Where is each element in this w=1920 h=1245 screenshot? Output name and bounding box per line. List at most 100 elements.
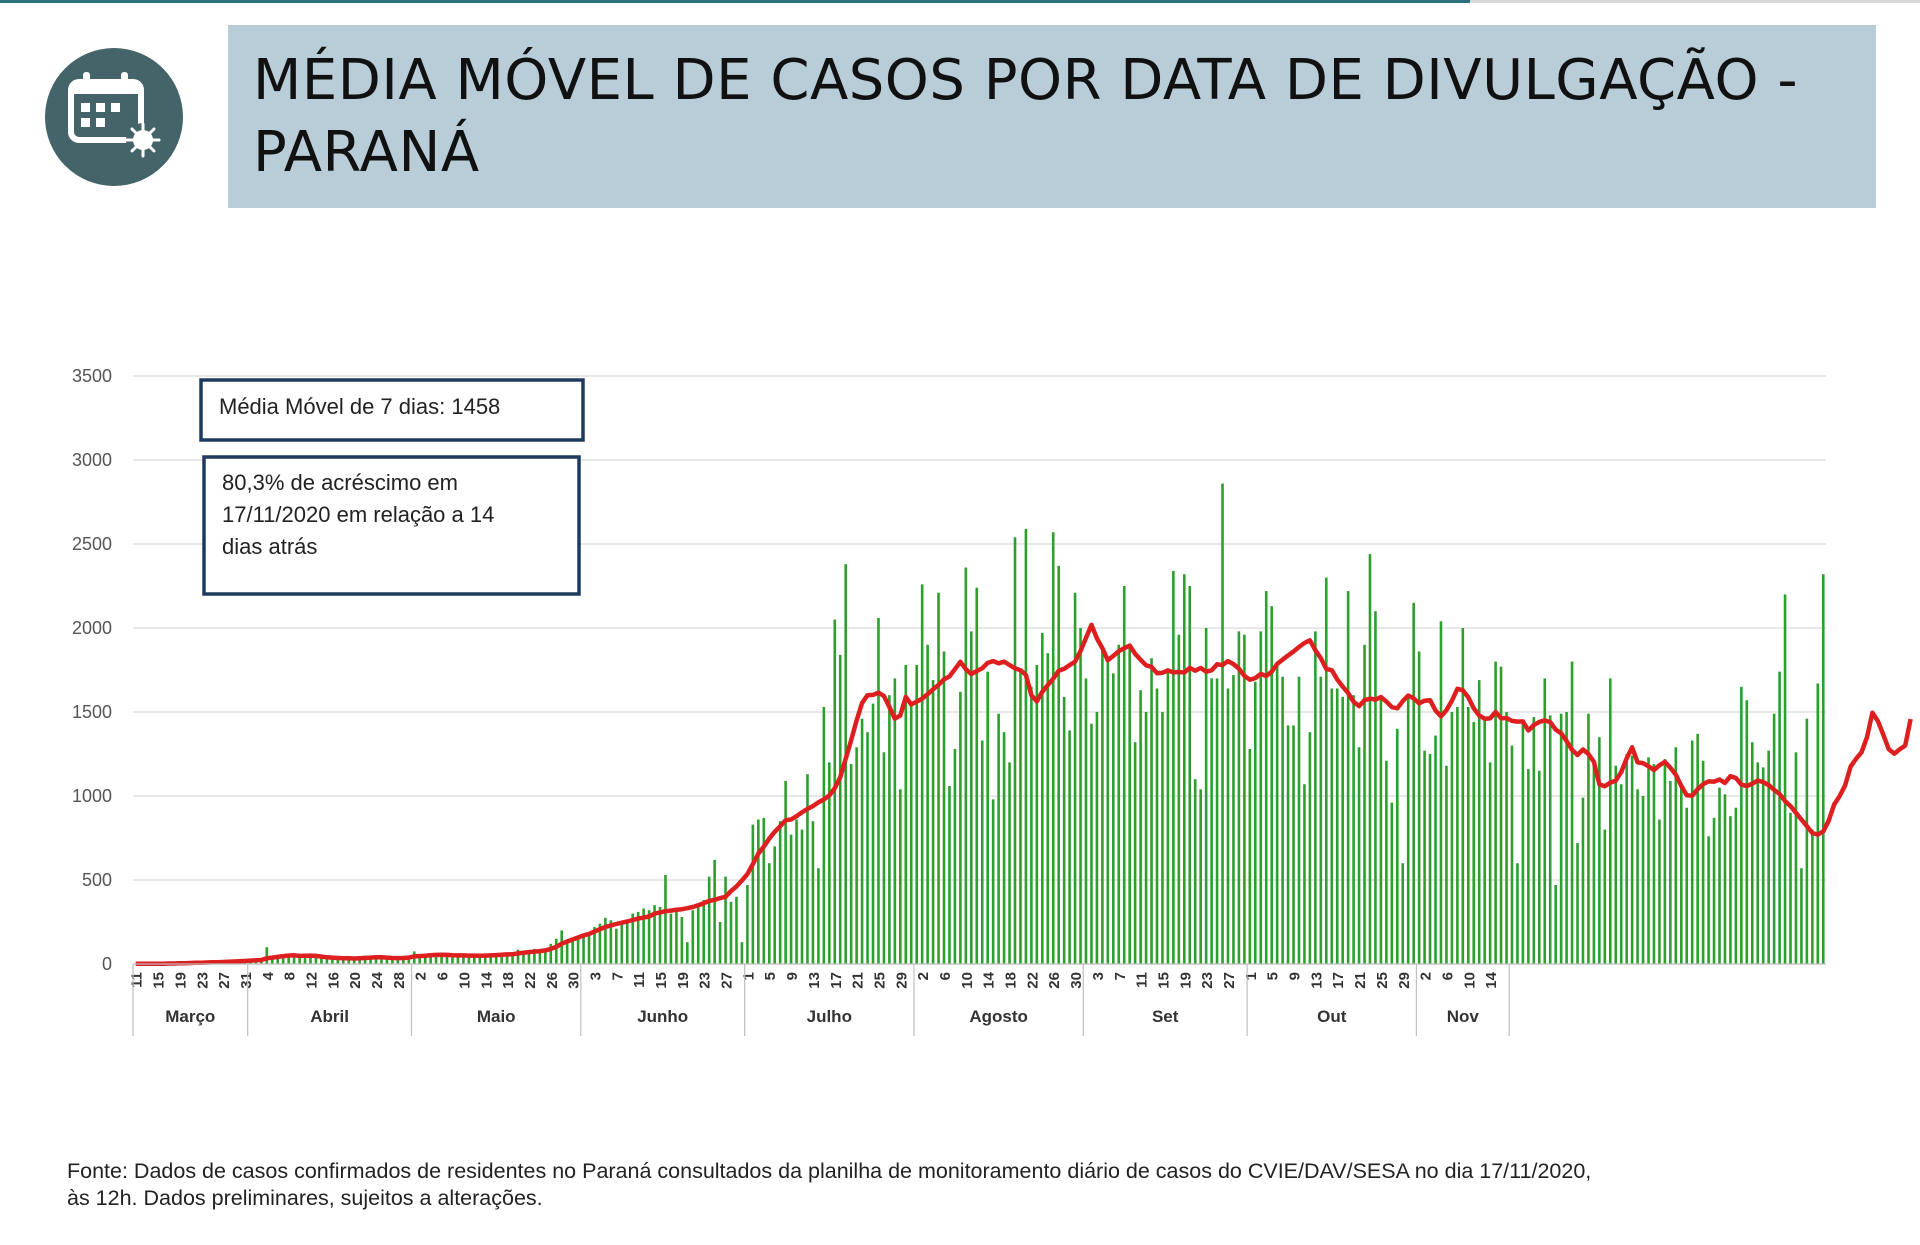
x-tick-label: 17	[828, 972, 845, 989]
x-tick-label: 15	[151, 972, 168, 989]
case-bar	[423, 954, 427, 964]
case-bar	[1679, 785, 1683, 964]
case-bar	[866, 732, 869, 964]
case-bar	[1095, 712, 1099, 964]
x-tick-label: 18	[1003, 972, 1020, 989]
case-bar	[1079, 628, 1082, 964]
case-bar	[1019, 668, 1022, 964]
case-bar	[1565, 712, 1568, 964]
case-bar	[494, 953, 498, 964]
bars-layer	[134, 483, 1825, 964]
case-bar	[1658, 819, 1661, 964]
case-bar	[1641, 796, 1645, 964]
case-bar	[959, 691, 962, 964]
case-bar	[609, 920, 613, 964]
case-bar	[1647, 757, 1650, 964]
case-bar	[1674, 747, 1678, 964]
case-bar	[1505, 712, 1508, 964]
case-bar	[658, 906, 662, 964]
case-bar	[434, 955, 438, 964]
case-bar	[1161, 712, 1164, 964]
case-bar	[303, 955, 307, 964]
case-bar	[1308, 732, 1312, 964]
case-bar	[1532, 717, 1536, 964]
case-bar	[642, 908, 645, 964]
month-label: Julho	[807, 1007, 852, 1026]
source-note-line-1: Fonte: Dados de casos confirmados de res…	[67, 1159, 1592, 1183]
moving-average-box	[199, 378, 585, 442]
case-bar	[1756, 762, 1760, 964]
case-bar	[1576, 843, 1579, 964]
case-bar	[1483, 720, 1486, 964]
case-bar	[1259, 631, 1263, 964]
x-tick-label: 15	[653, 972, 670, 989]
case-bar	[625, 920, 629, 964]
case-bar	[1789, 812, 1792, 964]
case-bar	[565, 942, 569, 964]
case-bar	[1346, 591, 1350, 964]
case-bar	[1434, 735, 1437, 964]
case-bar	[1445, 765, 1448, 964]
y-tick-label: 2000	[72, 618, 112, 638]
case-bar	[341, 959, 345, 964]
case-bar	[1800, 868, 1803, 964]
case-bar	[298, 955, 301, 964]
case-bar	[1406, 693, 1410, 964]
case-bar	[740, 942, 744, 964]
x-tick-label: 4	[260, 971, 277, 980]
case-bar	[920, 584, 924, 964]
x-tick-label: 17	[1330, 972, 1347, 989]
x-tick-label: 20	[347, 972, 364, 989]
case-bar	[1750, 742, 1754, 964]
case-bar	[915, 664, 918, 964]
x-tick-label: 25	[872, 972, 889, 989]
case-bar	[1510, 745, 1514, 964]
case-bar	[729, 901, 733, 964]
x-axis-layer: 11 15 19 23 27 31 4 8 12 16 20 24 28 2 6 10 14 18 22 26 30 3 7…	[129, 963, 1826, 1036]
case-bar	[1253, 681, 1257, 964]
case-bar	[1237, 631, 1241, 964]
x-tick-label: 23	[697, 972, 714, 989]
case-bar	[1144, 712, 1148, 964]
case-bar	[1745, 700, 1749, 964]
x-tick-label: 19	[172, 972, 189, 989]
case-bar	[1264, 591, 1268, 964]
case-bar	[1030, 686, 1033, 964]
x-tick-label: 23	[1199, 972, 1216, 989]
case-bar	[1199, 789, 1202, 964]
case-bar	[964, 567, 968, 964]
case-bar	[1150, 658, 1153, 964]
x-tick-label: 11	[631, 972, 648, 988]
case-bar	[1193, 779, 1197, 964]
case-bar	[418, 953, 422, 964]
case-bar	[1226, 688, 1230, 964]
x-tick-label: 9	[784, 972, 801, 980]
case-bar	[1516, 863, 1519, 964]
case-bar	[1734, 807, 1738, 964]
case-bar	[1374, 611, 1377, 964]
case-bar	[1051, 532, 1055, 964]
case-bar	[1379, 698, 1383, 964]
case-bar	[1778, 671, 1781, 964]
case-bar	[467, 955, 471, 964]
case-bar	[385, 959, 389, 964]
case-bar	[576, 937, 580, 964]
case-bar	[1581, 797, 1585, 964]
change-line-2: 17/11/2020 em relação a 14	[222, 502, 494, 527]
case-bar	[1177, 634, 1181, 964]
case-bar	[620, 922, 624, 964]
case-bar	[1477, 680, 1481, 964]
case-bar	[1456, 706, 1459, 964]
case-bar	[899, 789, 902, 964]
month-label: Maio	[477, 1007, 516, 1026]
x-tick-label: 22	[1024, 972, 1041, 989]
case-bar	[489, 954, 493, 964]
top-accent-line	[0, 0, 1470, 3]
x-tick-label: 2	[413, 972, 430, 980]
x-tick-label: 9	[1287, 972, 1304, 980]
case-bar	[1139, 690, 1142, 964]
x-tick-label: 23	[194, 972, 211, 989]
case-bar	[505, 954, 509, 964]
case-bar	[1439, 621, 1443, 964]
x-tick-label: 1	[1243, 972, 1260, 980]
